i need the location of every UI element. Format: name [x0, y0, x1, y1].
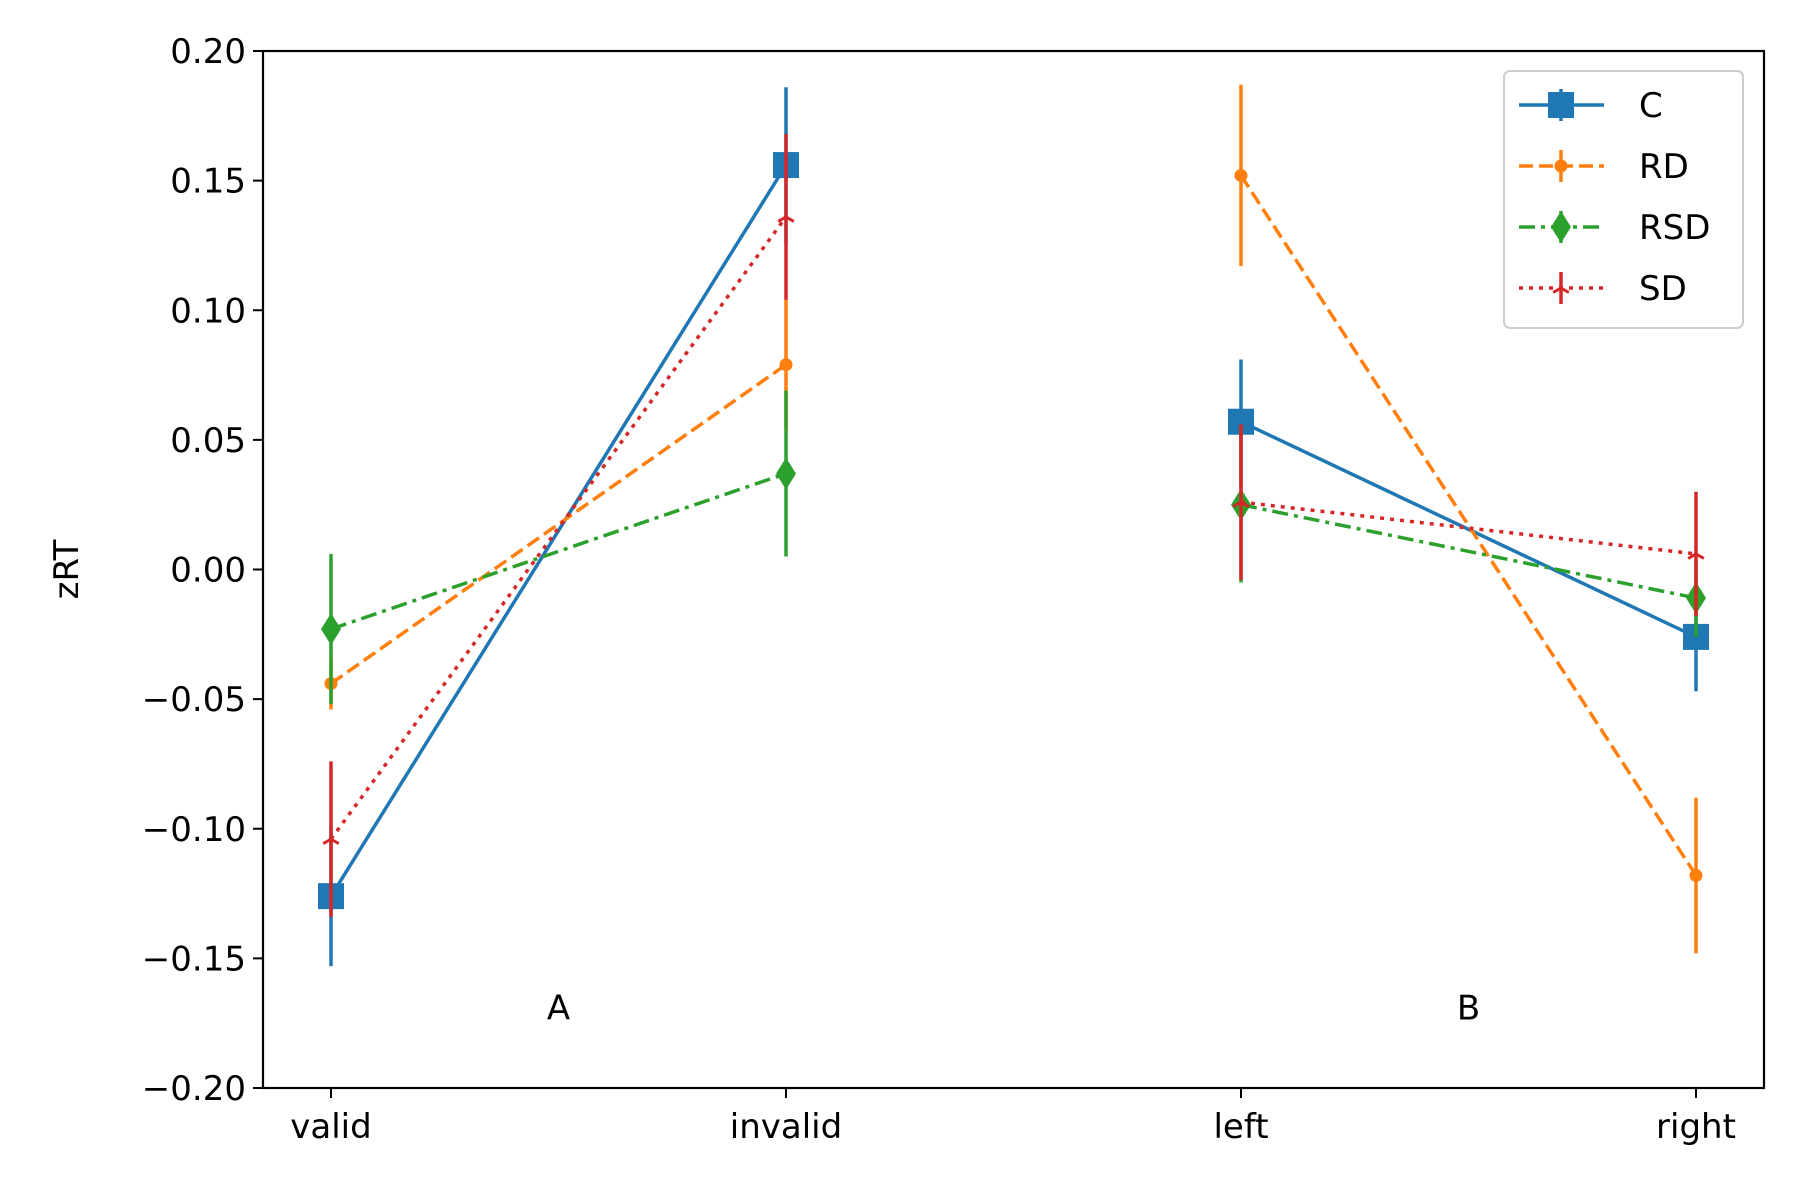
legend-label-rd: RD — [1639, 147, 1689, 187]
y-tick-label: 0.00 — [170, 551, 246, 591]
x-tick-label-invalid: invalid — [730, 1107, 842, 1147]
legend-box — [1503, 70, 1744, 329]
series-rd — [324, 84, 1703, 954]
point-rsd-invalid — [776, 457, 796, 490]
point-sd-left-arm — [1240, 500, 1250, 508]
point-sd-right — [1687, 544, 1705, 560]
series-line-c-2 — [1240, 420, 1697, 639]
y-tick-label: −0.20 — [142, 1069, 246, 1109]
panel-label-a: A — [547, 989, 570, 1029]
point-rsd-valid — [321, 613, 341, 646]
panel-label-b: B — [1457, 989, 1480, 1029]
axes: 0.20 0.15 0.10 0.05 0.00 −0.05 −0.10 −0.15 −0.20… — [142, 32, 1766, 1147]
point-sd-left-arm — [1232, 500, 1242, 508]
y-tick-label: 0.15 — [170, 162, 246, 202]
y-tick-label: 0.10 — [170, 291, 246, 331]
y-tick-label: 0.05 — [170, 421, 246, 461]
point-sd-valid — [322, 830, 340, 845]
legend-marker-sd-arm — [1552, 286, 1562, 294]
legend-item-rd: RD — [1519, 147, 1689, 187]
point-sd-left — [1232, 493, 1250, 508]
y-axis-label: zRT — [47, 539, 87, 599]
y-tick-label: 0.20 — [170, 32, 246, 72]
x-tick-label-left: left — [1213, 1107, 1268, 1147]
legend-marker-sd — [1552, 279, 1570, 294]
point-rd-invalid — [779, 358, 793, 372]
point-sd-invalid-arm — [777, 215, 787, 223]
legend-item-c: C — [1519, 86, 1663, 126]
point-sd-right-arm — [1695, 552, 1705, 560]
series-line-sd-2 — [1240, 500, 1697, 556]
y-tick-label: −0.10 — [142, 810, 246, 850]
legend-label-rsd: RSD — [1639, 208, 1710, 248]
legend: C RD RSD SD — [1503, 70, 1744, 329]
series-line-rsd-2 — [1240, 502, 1697, 600]
legend-marker-c — [1548, 92, 1574, 118]
series-line-rsd-1 — [330, 471, 787, 631]
legend-label-sd: SD — [1639, 269, 1687, 309]
series-rsd — [321, 390, 1706, 705]
point-sd-valid-arm — [322, 837, 332, 845]
series-line-rd-1 — [329, 363, 788, 686]
legend-marker-sd-arm — [1560, 286, 1570, 294]
point-rd-left — [1234, 168, 1248, 182]
series-c — [318, 87, 1709, 967]
y-tick-label: −0.15 — [142, 939, 246, 979]
point-rd-right — [1689, 868, 1703, 882]
legend-item-sd: SD — [1519, 269, 1687, 309]
point-sd-right-arm — [1687, 552, 1697, 560]
x-tick-label-right: right — [1656, 1107, 1736, 1147]
series-line-sd-1 — [329, 215, 788, 841]
legend-item-rsd: RSD — [1519, 208, 1710, 248]
legend-marker-rsd — [1551, 211, 1571, 243]
point-sd-valid-arm — [330, 837, 340, 845]
legend-marker-rd — [1554, 159, 1568, 173]
legend-label-c: C — [1639, 86, 1663, 126]
point-sd-invalid — [777, 207, 795, 223]
series-sd — [322, 133, 1705, 917]
x-tick-label-valid: valid — [290, 1107, 371, 1147]
point-sd-invalid-arm — [785, 215, 795, 223]
y-tick-label: −0.05 — [142, 680, 246, 720]
